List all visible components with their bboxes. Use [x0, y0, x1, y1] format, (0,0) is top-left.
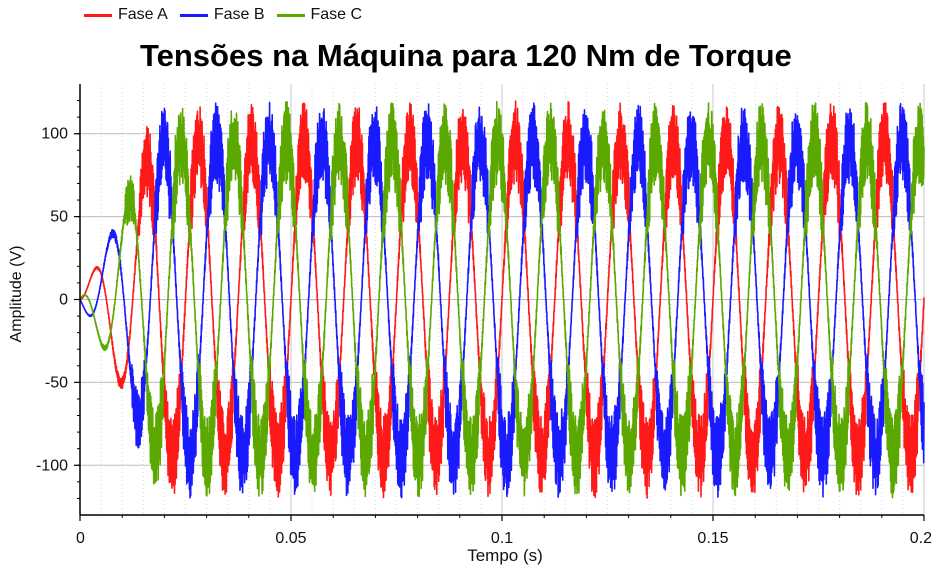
- legend-label-fase-a: Fase A: [118, 6, 168, 23]
- x-tick-label: 0.05: [275, 530, 306, 547]
- legend-item-fase-c[interactable]: Fase C: [276, 6, 363, 24]
- legend-swatch-fase-b: [179, 13, 208, 17]
- x-tick-label: 0.1: [491, 530, 513, 547]
- legend: Fase A Fase B Fase C: [84, 6, 374, 24]
- y-tick-label: 50: [50, 209, 68, 226]
- x-tick-label: 0.15: [697, 530, 728, 547]
- series-line-fase-b: [79, 101, 925, 499]
- x-tick-label: 0.2: [910, 530, 932, 547]
- ticks-layer: 100 50 0 -50 -100 0 0.05 0.1 0.15 0.2: [36, 126, 932, 547]
- x-axis-label: Tempo (s): [467, 546, 543, 565]
- y-axis-label: Amplitude (V): [8, 245, 25, 343]
- legend-label-fase-b: Fase B: [213, 6, 265, 23]
- legend-swatch-fase-c: [276, 13, 305, 17]
- series-layer: [79, 100, 925, 499]
- y-tick-label: 100: [41, 126, 68, 143]
- legend-swatch-fase-a: [84, 13, 112, 17]
- axes-layer: [74, 84, 925, 521]
- x-tick-label: 0: [76, 530, 85, 547]
- legend-item-fase-b[interactable]: Fase B: [179, 6, 265, 24]
- legend-item-fase-a[interactable]: Fase A: [84, 6, 168, 24]
- series-line-fase-a: [79, 100, 925, 499]
- chart-title: Tensões na Máquina para 120 Nm de Torque: [140, 38, 792, 73]
- series-line-fase-c: [79, 100, 925, 499]
- y-tick-label: 0: [59, 292, 68, 309]
- y-tick-label: -50: [45, 374, 68, 391]
- y-tick-label: -100: [36, 457, 68, 474]
- legend-label-fase-c: Fase C: [310, 6, 363, 23]
